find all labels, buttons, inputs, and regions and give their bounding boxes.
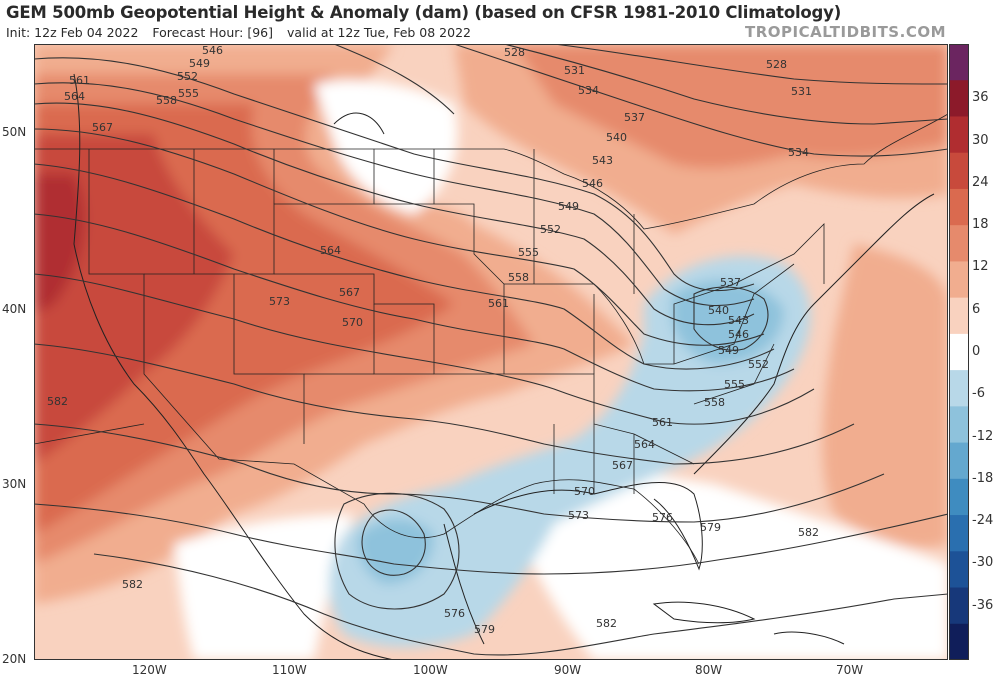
svg-text:558: 558: [156, 94, 177, 107]
lon-label: 70W: [836, 663, 864, 677]
svg-text:549: 549: [718, 344, 739, 357]
colorbar-tick-label: 36: [972, 90, 989, 106]
svg-text:582: 582: [596, 617, 617, 630]
colorbar-tick-label: -30: [972, 555, 994, 571]
svg-text:582: 582: [47, 395, 68, 408]
svg-text:540: 540: [708, 304, 729, 317]
colorbar-tick-label: 24: [972, 174, 989, 190]
valid-time: valid at 12z Tue, Feb 08 2022: [287, 25, 471, 40]
svg-text:528: 528: [766, 58, 787, 71]
svg-text:528: 528: [504, 46, 525, 59]
svg-text:546: 546: [582, 177, 603, 190]
colorbar-tick-label: -24: [972, 513, 994, 529]
colorbar-segment: [949, 297, 969, 335]
colorbar-tick-label: 0: [972, 344, 981, 359]
svg-text:579: 579: [700, 521, 721, 534]
colorbar-tick-label: -36: [972, 597, 994, 613]
colorbar-segment: [949, 261, 969, 299]
lat-label: 50N: [2, 125, 27, 139]
lon-label: 80W: [695, 663, 723, 677]
colorbar-segment: [949, 587, 969, 625]
svg-text:552: 552: [177, 70, 198, 83]
svg-text:549: 549: [558, 200, 579, 213]
colorbar-segment: [949, 478, 969, 516]
lat-label: 40N: [2, 302, 27, 316]
lat-label: 20N: [2, 652, 27, 666]
svg-text:564: 564: [64, 90, 85, 103]
svg-text:561: 561: [488, 297, 509, 310]
colorbar-segment: [949, 515, 969, 552]
svg-text:582: 582: [122, 578, 143, 591]
svg-text:531: 531: [791, 85, 812, 98]
colorbar-segment: [949, 333, 969, 371]
svg-text:564: 564: [320, 244, 341, 257]
svg-text:552: 552: [540, 223, 561, 236]
svg-text:549: 549: [189, 57, 210, 70]
svg-text:546: 546: [728, 328, 749, 341]
svg-text:573: 573: [269, 295, 290, 308]
svg-text:543: 543: [728, 314, 749, 327]
svg-text:561: 561: [652, 416, 673, 429]
lon-label: 110W: [272, 663, 307, 677]
lon-label: 100W: [413, 663, 448, 677]
map-title: GEM 500mb Geopotential Height & Anomaly …: [6, 3, 842, 22]
colorbar-segment: [949, 225, 969, 262]
svg-text:555: 555: [518, 246, 539, 259]
svg-text:558: 558: [508, 271, 529, 284]
svg-text:582: 582: [798, 526, 819, 539]
svg-text:531: 531: [564, 64, 585, 77]
colorbar-segment: [949, 406, 969, 444]
svg-text:540: 540: [606, 131, 627, 144]
svg-text:576: 576: [444, 607, 465, 620]
lon-label: 120W: [132, 663, 167, 677]
colorbar-segment: [949, 623, 969, 660]
colorbar-segment: [949, 442, 969, 480]
svg-text:555: 555: [724, 378, 745, 391]
colorbar-tick-label: 18: [972, 217, 989, 233]
colorbar-segment: [949, 188, 969, 226]
colorbar-tick-label: 12: [972, 259, 989, 275]
lon-label: 90W: [554, 663, 582, 677]
svg-text:543: 543: [592, 154, 613, 167]
svg-text:546: 546: [202, 44, 223, 57]
colorbar-tick-label: -18: [972, 470, 994, 486]
height-contours: [34, 44, 948, 656]
lat-label: 30N: [2, 477, 27, 491]
colorbar-tick-label: -12: [972, 428, 994, 444]
run-info: Init: 12z Feb 04 2022 Forecast Hour: [96]…: [6, 25, 485, 40]
svg-text:552: 552: [748, 358, 769, 371]
svg-text:570: 570: [574, 485, 595, 498]
colorbar-segment: [949, 44, 969, 81]
svg-text:570: 570: [342, 316, 363, 329]
colorbar: [949, 44, 969, 660]
svg-text:561: 561: [69, 74, 90, 87]
svg-text:567: 567: [612, 459, 633, 472]
colorbar-tick-label: 30: [972, 132, 989, 148]
colorbar-tick-label: 6: [972, 301, 981, 317]
svg-text:579: 579: [474, 623, 495, 636]
forecast-hour: Forecast Hour: [96]: [152, 25, 274, 40]
colorbar-tick-label: -6: [972, 386, 985, 402]
svg-text:537: 537: [624, 111, 645, 124]
colorbar-segment: [949, 152, 969, 190]
svg-text:567: 567: [92, 121, 113, 134]
site-brand[interactable]: TROPICALTIDBITS.COM: [745, 23, 946, 41]
colorbar-segment: [949, 80, 969, 117]
svg-text:537: 537: [720, 276, 741, 289]
colorbar-segment: [949, 116, 969, 154]
svg-text:555: 555: [178, 87, 199, 100]
svg-text:534: 534: [578, 84, 599, 97]
svg-text:576: 576: [652, 511, 673, 524]
svg-text:573: 573: [568, 509, 589, 522]
svg-text:534: 534: [788, 146, 809, 159]
init-time: Init: 12z Feb 04 2022: [6, 25, 139, 40]
svg-text:567: 567: [339, 286, 360, 299]
colorbar-segment: [949, 370, 969, 407]
svg-text:564: 564: [634, 438, 655, 451]
svg-text:558: 558: [704, 396, 725, 409]
colorbar-segment: [949, 551, 969, 589]
